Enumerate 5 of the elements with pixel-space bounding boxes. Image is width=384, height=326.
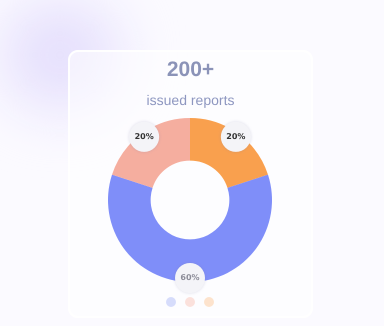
chart-title: 200+ — [166, 58, 216, 82]
data-label: 20% — [226, 132, 246, 141]
chart-subtitle: issued reports — [146, 92, 236, 108]
data-label: 20% — [134, 132, 154, 141]
data-label: 60% — [180, 273, 200, 282]
